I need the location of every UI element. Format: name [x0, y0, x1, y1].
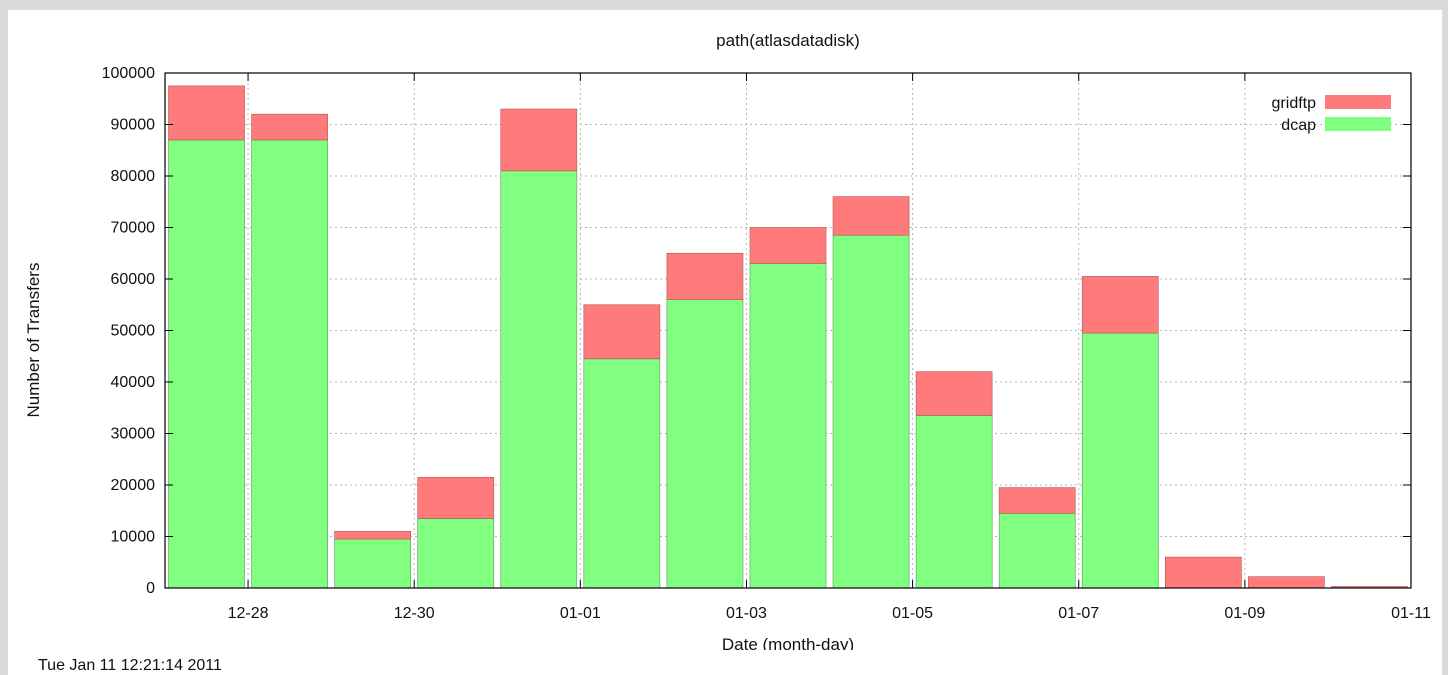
bar-segment-gridftp — [1248, 576, 1325, 589]
bar-segment-gridftp — [500, 108, 578, 172]
bar-segment-dcap — [1081, 332, 1159, 589]
x-tick-label: 01-07 — [1058, 605, 1099, 622]
x-tick-label: 01-09 — [1224, 605, 1265, 622]
x-tick-label: 01-05 — [892, 605, 933, 622]
y-tick-label: 80000 — [111, 168, 156, 185]
y-tick-label: 100000 — [102, 65, 155, 82]
bar-segment-dcap — [251, 139, 328, 589]
bar-segment-dcap — [334, 538, 411, 589]
bar-segment-dcap — [500, 170, 578, 589]
x-tick-label: 01-11 — [1391, 605, 1431, 622]
y-axis-title: Number of Transfers — [24, 263, 43, 418]
x-axis-title: Date (month-day) — [722, 635, 854, 650]
y-tick-label: 50000 — [111, 323, 156, 340]
bar-segment-gridftp — [749, 227, 827, 264]
legend-swatch-dcap — [1325, 117, 1391, 131]
bar-segment-dcap — [832, 234, 910, 589]
y-tick-label: 60000 — [111, 271, 156, 288]
bar-segment-gridftp — [915, 371, 993, 416]
bar-segment-gridftp — [1165, 556, 1242, 589]
bar-segment-dcap — [583, 358, 661, 589]
chart-title: path(atlasdatadisk) — [716, 31, 860, 50]
y-tick-label: 90000 — [111, 117, 156, 134]
bar-segment-gridftp — [251, 113, 328, 141]
bar-segment-gridftp — [417, 476, 495, 519]
stacked-bar-chart: 0 10000 20000 30000 40000 50000 60000 70000 8000… — [24, 31, 1431, 650]
bar-segment-dcap — [998, 513, 1076, 589]
chart-frame: 0 10000 20000 30000 40000 50000 60000 70000 8000… — [8, 10, 1442, 675]
grid-lines — [165, 73, 1411, 588]
bar-segment-gridftp — [1081, 276, 1159, 334]
x-tick-label: 01-03 — [726, 605, 767, 622]
y-tick-label: 40000 — [111, 374, 156, 391]
bar-segment-gridftp — [168, 85, 245, 141]
y-tick-label: 20000 — [111, 477, 156, 494]
bar-segment-dcap — [749, 263, 827, 589]
bar-segment-dcap — [168, 139, 245, 589]
x-tick-label: 12-28 — [228, 605, 269, 622]
x-tick-label: 12-30 — [394, 605, 435, 622]
y-tick-label: 0 — [146, 580, 155, 597]
x-tick-label: 01-01 — [560, 605, 601, 622]
y-tick-label: 30000 — [111, 426, 156, 443]
legend: gridftp dcap — [1272, 95, 1391, 134]
y-tick-label: 70000 — [111, 220, 156, 237]
bar-segment-gridftp — [832, 196, 910, 236]
legend-label: gridftp — [1272, 95, 1317, 112]
bar-segment-gridftp — [666, 252, 744, 300]
bar-segment-dcap — [666, 299, 744, 589]
bars-group — [168, 85, 1408, 589]
axes-group: 0 10000 20000 30000 40000 50000 60000 70000 8000… — [102, 65, 1431, 622]
bar-segment-gridftp — [334, 531, 411, 540]
bar-segment-dcap — [417, 518, 495, 589]
legend-label: dcap — [1281, 117, 1316, 134]
y-tick-label: 10000 — [111, 529, 156, 546]
bar-segment-gridftp — [998, 487, 1076, 514]
legend-swatch-gridftp — [1325, 95, 1391, 109]
generated-timestamp: Tue Jan 11 12:21:14 2011 — [38, 657, 222, 674]
plot-border — [164, 72, 1412, 589]
bar-segment-gridftp — [583, 304, 661, 360]
bar-segment-dcap — [915, 415, 993, 589]
